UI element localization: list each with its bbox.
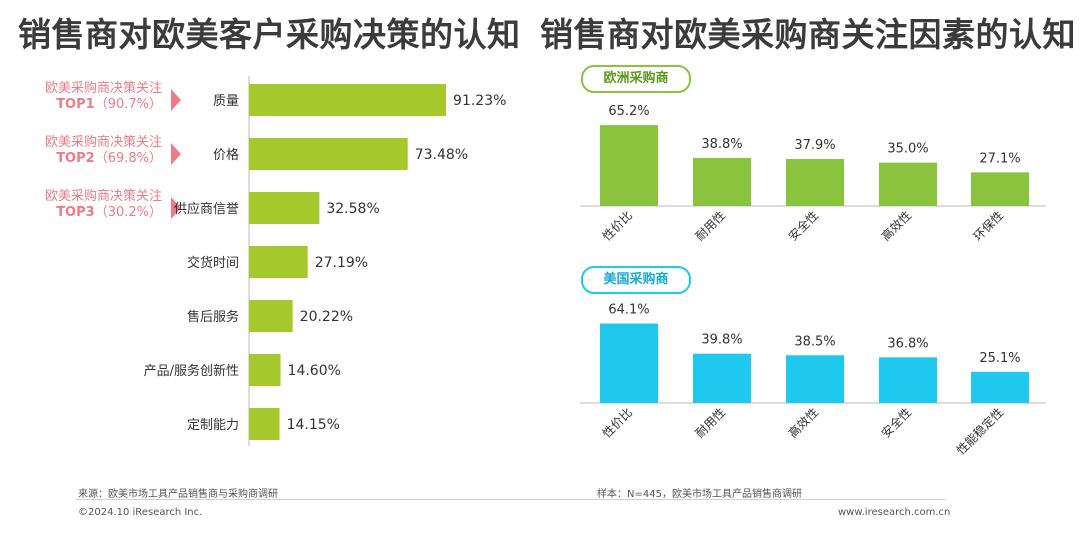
source-note: 来源：欧美市场工具产品销售商与采购商调研 <box>78 489 278 500</box>
us-value-label: 64.1% <box>608 303 649 318</box>
us-category-label: 性价比 <box>600 405 635 440</box>
us-category-label: 高效性 <box>785 405 821 441</box>
category-label: 供应商信誉 <box>174 201 239 217</box>
top2-rank: TOP2 <box>56 151 95 166</box>
right-chart-title: 销售商对欧美采购商关注因素的认知 <box>540 15 1076 54</box>
us-value-label: 39.8% <box>701 333 742 348</box>
eu-category-label: 性价比 <box>600 208 635 243</box>
eu-category-label: 安全性 <box>785 208 821 244</box>
value-label: 14.60% <box>288 363 341 379</box>
top2-pct: （69.8%） <box>94 151 162 166</box>
eu-bar-3 <box>786 159 844 206</box>
us-value-label: 25.1% <box>979 351 1020 366</box>
eu-value-label: 35.0% <box>887 142 928 157</box>
us-buyer-badge: 美国采购商 <box>581 266 691 294</box>
eu-value-label: 38.8% <box>701 137 742 152</box>
value-label: 14.15% <box>287 417 340 433</box>
top3-rank: TOP3 <box>56 205 95 220</box>
eu-value-label: 65.2% <box>608 104 649 119</box>
top2-note-label: 欧美采购商决策关注 <box>44 135 162 150</box>
category-label: 产品/服务创新性 <box>144 363 239 379</box>
us-bar-3 <box>786 355 844 403</box>
us-bar-1 <box>600 323 658 403</box>
us-category-label: 安全性 <box>878 405 914 441</box>
sample-note: 样本：N=445，欧美市场工具产品销售商调研 <box>597 489 802 500</box>
footer-divider <box>76 499 946 500</box>
top1-rank: TOP1 <box>56 97 95 112</box>
top2-note: 欧美采购商决策关注 TOP2（69.8%） <box>45 135 162 167</box>
us-category-label: 耐用性 <box>693 405 728 440</box>
us-value-label: 36.8% <box>887 336 928 351</box>
eu-value-label: 37.9% <box>794 138 835 153</box>
eu-bar-2 <box>693 157 751 206</box>
top1-note-label: 欧美采购商决策关注 <box>44 81 162 96</box>
eu-category-label: 环保性 <box>971 208 1006 243</box>
copyright: ©2024.10 iResearch Inc. <box>78 507 203 518</box>
us-bar-5 <box>971 371 1029 403</box>
category-label: 交货时间 <box>187 255 239 271</box>
value-label: 27.19% <box>315 255 368 271</box>
bar-7 <box>249 408 280 440</box>
bar-4 <box>249 246 308 278</box>
us-category-label: 性能稳定性 <box>953 405 1006 458</box>
value-label: 20.22% <box>300 309 353 325</box>
value-label: 32.58% <box>326 201 379 217</box>
top2-arrow-icon <box>171 143 181 165</box>
eu-value-label: 27.1% <box>979 151 1020 166</box>
category-label: 质量 <box>213 94 239 109</box>
category-label: 定制能力 <box>187 418 239 433</box>
website: www.iresearch.com.cn <box>838 507 951 518</box>
top1-pct: （90.7%） <box>94 97 162 112</box>
europe-buyer-badge: 欧洲采购商 <box>581 65 691 93</box>
value-label: 73.48% <box>415 147 468 163</box>
bar-1 <box>249 84 447 116</box>
left-chart-title: 销售商对欧美客户采购决策的认知 <box>18 15 521 54</box>
eu-bar-5 <box>971 172 1029 206</box>
top3-arrow-icon <box>171 197 181 219</box>
bar-6 <box>249 354 281 386</box>
us-bar-4 <box>879 357 937 403</box>
bar-2 <box>249 138 408 170</box>
eu-category-label: 耐用性 <box>693 208 728 243</box>
eu-category-label: 高效性 <box>878 208 914 244</box>
eu-bar-1 <box>600 125 658 206</box>
top3-pct: （30.2%） <box>94 205 162 220</box>
top1-note: 欧美采购商决策关注 TOP1（90.7%） <box>45 81 162 113</box>
us-value-label: 38.5% <box>794 334 835 349</box>
top3-note-label: 欧美采购商决策关注 <box>44 189 162 204</box>
top3-note: 欧美采购商决策关注 TOP3（30.2%） <box>45 189 162 221</box>
eu-bar-4 <box>879 162 937 206</box>
bar-5 <box>249 300 293 332</box>
bar-3 <box>249 192 320 224</box>
category-label: 价格 <box>213 147 239 163</box>
value-label: 91.23% <box>453 93 506 109</box>
top1-arrow-icon <box>171 89 181 111</box>
category-label: 售后服务 <box>187 309 239 325</box>
us-bar-2 <box>693 353 751 403</box>
